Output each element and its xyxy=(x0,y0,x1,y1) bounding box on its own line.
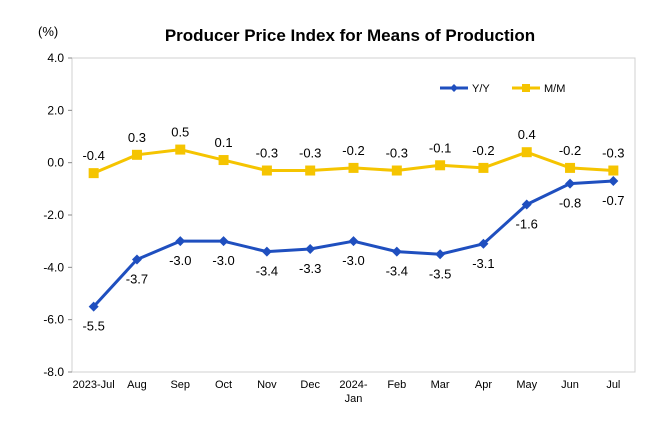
data-label: -0.3 xyxy=(256,146,278,161)
data-label: -0.7 xyxy=(602,193,624,208)
data-label: -1.6 xyxy=(516,217,538,232)
data-point xyxy=(131,149,142,160)
data-point xyxy=(565,162,576,173)
x-tick-label: Apr xyxy=(475,379,492,391)
data-point xyxy=(261,246,272,257)
data-point xyxy=(131,254,142,265)
data-label: 0.5 xyxy=(171,125,189,140)
data-label: -0.2 xyxy=(559,143,581,158)
data-label: -0.8 xyxy=(559,196,581,211)
data-label: -0.4 xyxy=(82,148,104,163)
data-label: -3.7 xyxy=(126,271,148,286)
data-point xyxy=(435,160,446,171)
x-tick-label: Sep xyxy=(170,379,190,391)
data-label: -3.4 xyxy=(256,264,278,279)
y-axis-unit-label: (%) xyxy=(38,24,59,39)
data-point xyxy=(88,301,99,312)
y-tick-label: -6.0 xyxy=(43,313,64,327)
data-point xyxy=(348,236,359,247)
x-tick-label: Aug xyxy=(127,379,147,391)
data-label: -3.0 xyxy=(212,253,234,268)
data-point xyxy=(478,162,489,173)
y-tick-label: 4.0 xyxy=(47,51,64,65)
data-point xyxy=(521,199,532,210)
x-tick-label: 2024- xyxy=(339,379,367,391)
legend-label: M/M xyxy=(544,83,565,95)
chart-title: Producer Price Index for Means of Produc… xyxy=(164,26,536,45)
legend-marker xyxy=(522,84,530,92)
data-point xyxy=(175,144,186,155)
data-label: -3.5 xyxy=(429,266,451,281)
y-tick-label: -8.0 xyxy=(43,365,64,379)
x-tick-label: Oct xyxy=(215,379,232,391)
x-tick-label: May xyxy=(516,379,537,391)
data-point xyxy=(88,168,99,179)
data-point xyxy=(478,238,489,249)
data-label: -0.3 xyxy=(602,146,624,161)
data-point xyxy=(435,249,446,260)
data-point xyxy=(391,246,402,257)
data-label: -3.4 xyxy=(386,264,408,279)
data-point xyxy=(305,165,316,176)
x-tick-label: Jul xyxy=(606,379,620,391)
data-label: -0.3 xyxy=(299,146,321,161)
data-label: -0.1 xyxy=(429,140,451,155)
data-label: -0.2 xyxy=(472,143,494,158)
legend-label: Y/Y xyxy=(472,83,490,95)
data-point xyxy=(391,165,402,176)
data-label: -0.3 xyxy=(386,146,408,161)
data-point xyxy=(218,236,229,247)
data-point xyxy=(175,236,186,247)
data-label: -0.2 xyxy=(342,143,364,158)
plot-area-frame xyxy=(71,57,636,373)
data-point xyxy=(521,147,532,158)
x-tick-label: 2023-Jul xyxy=(73,379,115,391)
data-point xyxy=(348,162,359,173)
data-label: -3.3 xyxy=(299,261,321,276)
data-point xyxy=(565,178,576,189)
data-label: -5.5 xyxy=(82,319,104,334)
data-point xyxy=(305,244,316,255)
x-tick-label: Jun xyxy=(561,379,579,391)
data-label: -3.0 xyxy=(342,253,364,268)
y-tick-label: -4.0 xyxy=(43,260,64,274)
x-tick-label: Jan xyxy=(345,393,363,405)
y-tick-label: 2.0 xyxy=(47,103,64,117)
data-point xyxy=(608,175,619,186)
x-tick-label: Nov xyxy=(257,379,277,391)
data-point xyxy=(261,165,272,176)
x-tick-label: Dec xyxy=(300,379,320,391)
data-label: 0.4 xyxy=(518,127,536,142)
data-point xyxy=(608,165,619,176)
y-tick-label: -2.0 xyxy=(43,208,64,222)
x-tick-label: Mar xyxy=(431,379,450,391)
data-label: -3.1 xyxy=(472,256,494,271)
data-label: 0.1 xyxy=(215,135,233,150)
data-label: 0.3 xyxy=(128,130,146,145)
y-tick-label: 0.0 xyxy=(47,156,64,170)
x-tick-label: Feb xyxy=(387,379,406,391)
data-point xyxy=(218,155,229,166)
legend-marker xyxy=(450,84,458,92)
data-label: -3.0 xyxy=(169,253,191,268)
